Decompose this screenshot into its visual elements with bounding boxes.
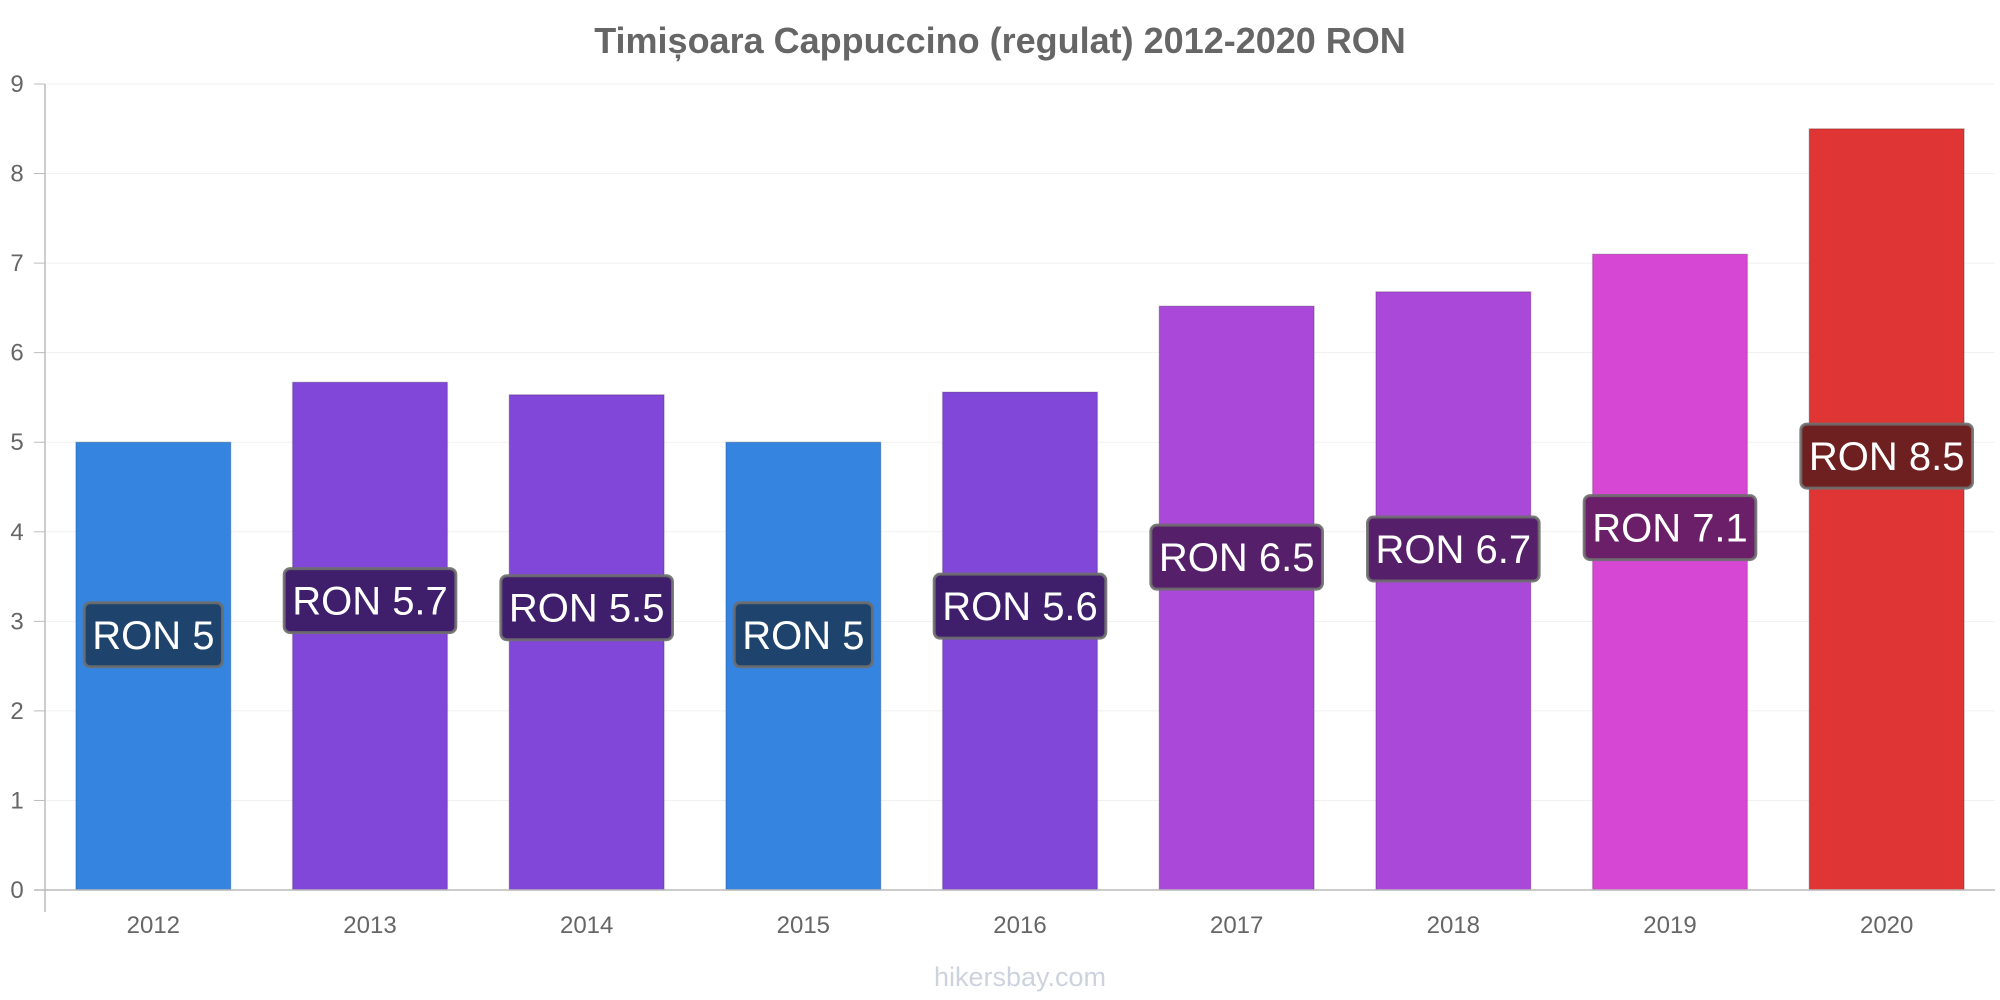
data-label: RON 5 <box>82 601 224 669</box>
data-label: RON 5.5 <box>499 574 674 642</box>
x-tick-label: 2012 <box>127 912 180 939</box>
y-tick-label: 4 <box>10 519 23 546</box>
data-labels: RON 5 RON 5.7 RON 5.5 RON 5 RON 5.6 RON 6.5 RO… <box>82 422 1974 669</box>
y-tick-label: 0 <box>10 877 23 904</box>
y-tick-label: 7 <box>10 250 23 277</box>
data-label: RON 5 <box>732 601 874 669</box>
x-tick-label: 2018 <box>1427 912 1480 939</box>
x-tick-label: 2014 <box>560 912 613 939</box>
data-label-box <box>1582 494 1758 562</box>
y-tick-label: 1 <box>10 787 23 814</box>
data-label-box <box>82 601 224 669</box>
y-tick-label: 8 <box>10 161 23 188</box>
x-tick-label: 2016 <box>993 912 1046 939</box>
data-label-box <box>282 567 458 635</box>
data-label-text: RON 7.1 <box>1592 507 1748 551</box>
data-label: RON 6.7 <box>1366 515 1541 583</box>
data-label-text: RON 5 <box>742 614 864 658</box>
y-tick-label: 6 <box>10 340 23 367</box>
data-label-text: RON 5.6 <box>942 585 1098 629</box>
data-label: RON 5.7 <box>282 567 458 635</box>
data-label-box <box>1149 523 1324 591</box>
data-label-box <box>732 601 874 669</box>
y-tick-label: 3 <box>10 608 23 635</box>
x-tick-label: 2020 <box>1860 912 1913 939</box>
x-tick-label: 2015 <box>777 912 830 939</box>
bar <box>1808 128 1965 891</box>
y-tick-label: 5 <box>10 429 23 456</box>
watermark-text: hikersbay.com <box>934 962 1106 992</box>
x-tick-label: 2013 <box>343 912 396 939</box>
y-tick-label: 2 <box>10 698 23 725</box>
data-label-text: RON 5 <box>92 614 214 658</box>
chart-title: Timișoara Cappuccino (regulat) 2012-2020… <box>594 20 1406 61</box>
data-label-text: RON 6.5 <box>1159 536 1315 580</box>
data-label-text: RON 8.5 <box>1809 435 1965 479</box>
data-label-box <box>1366 515 1541 583</box>
data-label: RON 7.1 <box>1582 494 1758 562</box>
data-label: RON 5.6 <box>932 572 1108 640</box>
data-label-text: RON 5.5 <box>509 587 665 631</box>
data-label-text: RON 5.7 <box>292 580 448 624</box>
axes: 0 1 2 3 4 5 6 7 8 9 2012 2013 2014 2015 2016 2017 2018 20… <box>10 71 1995 939</box>
data-label: RON 8.5 <box>1799 422 1974 490</box>
data-label-text: RON 6.7 <box>1376 528 1532 572</box>
data-label: RON 6.5 <box>1149 523 1324 591</box>
data-label-box <box>1799 422 1974 490</box>
bar <box>1591 253 1749 891</box>
bar <box>508 394 665 891</box>
bar <box>1158 305 1315 891</box>
x-tick-label: 2019 <box>1643 912 1696 939</box>
bar <box>1375 291 1532 891</box>
data-label-box <box>499 574 674 642</box>
y-tick-label: 9 <box>10 71 23 98</box>
bar <box>291 381 449 891</box>
bar <box>941 391 1099 891</box>
x-tick-label: 2017 <box>1210 912 1263 939</box>
data-label-box <box>932 572 1108 640</box>
